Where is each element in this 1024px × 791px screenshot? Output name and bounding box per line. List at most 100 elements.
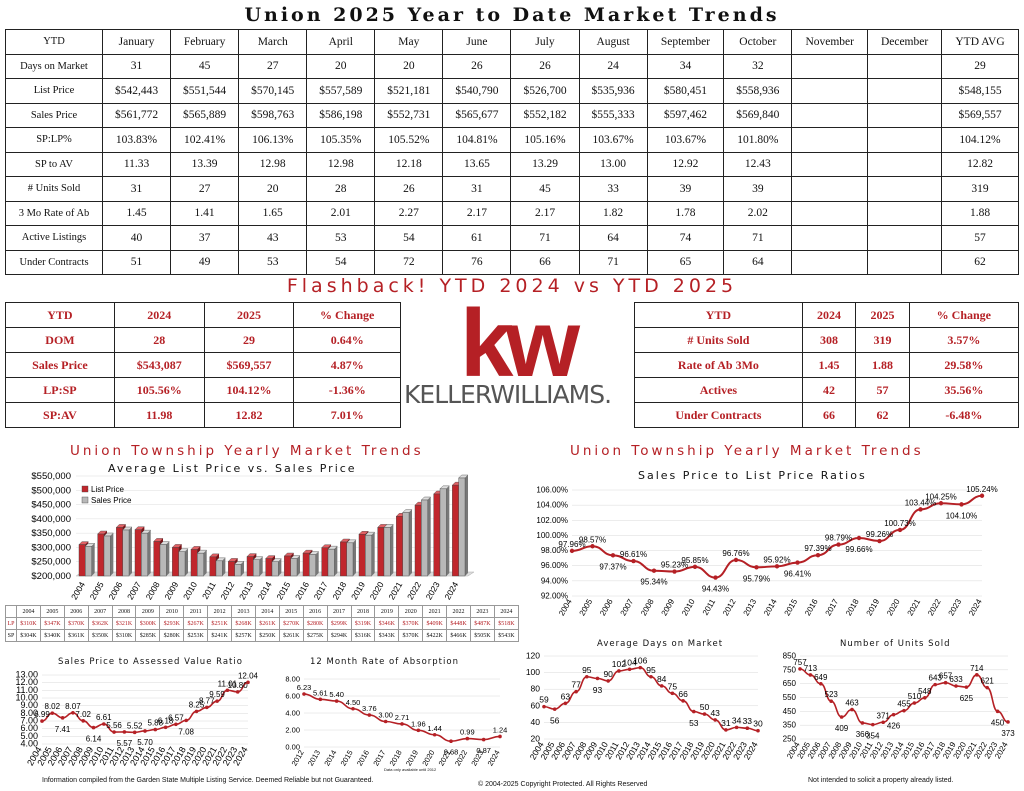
data-label: 7.41	[55, 725, 71, 734]
table-cell: 64	[723, 249, 793, 275]
data-label: 95	[582, 665, 592, 675]
y-tick-label: 92.00%	[541, 592, 568, 601]
lp-table-cell: $340K	[39, 629, 65, 642]
sales-price-bar	[458, 477, 466, 577]
data-point	[975, 673, 979, 677]
compare-row-label: Rate of Ab 3Mo	[634, 352, 803, 378]
table-cell: 53	[238, 249, 308, 275]
y-tick-label: 450	[783, 707, 797, 716]
compare-cell: 3.57%	[908, 327, 1020, 353]
row-label: List Price	[5, 78, 103, 104]
compare-cell: 12.82	[203, 402, 295, 428]
compare-row: Under Contracts 66 62 -6.48%	[634, 402, 1020, 428]
x-tick-label: 2015	[783, 597, 800, 617]
compare-row: SP:AV 11.98 12.82 7.01%	[5, 402, 401, 428]
y-tick-label: 750	[783, 665, 797, 674]
footer-copyright: © 2004-2025 Copyright Protected. All Rig…	[478, 781, 648, 788]
table-cell	[867, 151, 943, 177]
data-label: 643	[929, 674, 943, 683]
data-point	[610, 553, 616, 558]
bar-side	[259, 556, 263, 576]
table-cell: 31	[101, 53, 172, 79]
list-price-bar	[433, 493, 441, 577]
data-label: 5.52	[127, 721, 143, 730]
row-label: SP:LP%	[5, 127, 103, 153]
table-cell: 105.16%	[510, 127, 580, 153]
lp-table-cell: $293K	[159, 617, 185, 630]
data-point	[153, 727, 158, 732]
data-label: 1.44	[427, 724, 442, 733]
kw-monogram: kw	[460, 302, 580, 386]
table-cell: 12.98	[306, 151, 376, 177]
x-tick-label: 2021	[386, 580, 404, 602]
bar-side	[147, 530, 151, 576]
table-row: Sales Price $561,772 $565,889 $598,763 $586,…	[5, 102, 1019, 128]
data-label: 103.44%	[905, 498, 937, 507]
x-tick-label: 2013	[306, 749, 322, 768]
y-tick-label: 2.00	[285, 726, 300, 735]
table-cell: 65	[646, 249, 725, 275]
chart-title-sp-av: Sales Price to Assessed Value Ratio	[58, 657, 243, 667]
table-row: # Units Sold 31 27 20 28 26 31 45 33 39 39 319	[5, 176, 1019, 202]
data-point	[1006, 720, 1010, 724]
lp-table-year: 2013	[231, 605, 256, 618]
data-label: 97.37%	[599, 562, 626, 571]
table-cell: $561,772	[101, 102, 172, 128]
x-tick-label: 2021	[906, 597, 923, 617]
footer-source-note: Information compiled from the Garden Sta…	[42, 777, 374, 784]
data-point	[552, 707, 557, 711]
lp-table-year: 2024	[493, 605, 520, 618]
data-point	[563, 701, 568, 706]
table-cell: 54	[306, 249, 376, 275]
table-cell: 57	[941, 225, 1019, 251]
compare-row-label: SP:AV	[5, 402, 115, 428]
bar-side	[278, 558, 282, 576]
y-tick-label: 100.00%	[536, 531, 568, 540]
table-cell: 72	[374, 249, 444, 275]
x-tick-label: 2008	[639, 597, 656, 617]
table-cell	[791, 249, 869, 275]
y-tick-label: 0.00	[285, 743, 300, 752]
data-point	[205, 705, 209, 710]
compare-row-label: Sales Price	[5, 352, 115, 378]
compare-header-cell: YTD	[5, 302, 115, 328]
y-tick-label: 102.00%	[536, 516, 568, 525]
x-tick-label: 2014	[256, 580, 274, 602]
table-cell: 71	[578, 249, 648, 275]
data-point	[60, 716, 65, 720]
data-point	[400, 722, 404, 726]
data-point	[815, 552, 821, 558]
table-cell: $565,677	[442, 102, 512, 128]
data-point	[754, 565, 759, 570]
compare-cell: -6.48%	[908, 402, 1020, 428]
table-cell: 104.81%	[442, 127, 512, 153]
bar-side	[390, 524, 394, 576]
lp-table-cell: $257K	[231, 629, 256, 642]
x-tick-label: 2017	[312, 580, 330, 602]
data-point	[774, 564, 780, 569]
data-label: 649	[814, 673, 828, 682]
data-label: 77	[571, 680, 581, 690]
lp-table-cell: $280K	[159, 629, 185, 642]
absorption-line-chart: 8.006.004.002.000.006.2320125.6120135.40…	[285, 675, 507, 768]
data-point	[465, 736, 470, 741]
lp-table-row-label: SP	[4, 629, 18, 642]
compare-row: Sales Price $543,087 $569,557 4.87%	[5, 352, 401, 378]
data-point	[836, 542, 841, 547]
x-tick-label: 2017	[824, 597, 841, 617]
lp-table-cell: $350K	[87, 629, 113, 642]
lp-table-cell: $370K	[63, 617, 89, 630]
y-tick-label: 104.00%	[536, 501, 568, 510]
y-tick-label: 8.00	[20, 708, 38, 718]
x-tick-label: 2016	[293, 580, 311, 602]
sp-lp-line-chart: 106.00% 104.00% 102.00% 100.00% 98.00% 96.00%…	[536, 485, 997, 618]
table-cell: 26	[374, 176, 444, 202]
y-tick-label: 7.00	[20, 716, 38, 726]
data-label: 3.76	[362, 704, 377, 713]
data-label: 98.57%	[579, 535, 606, 544]
sales-price-bar	[309, 554, 316, 577]
avg-price-bar-chart: $550,000 $500,000 $450,000 $400,000 $350,000…	[31, 471, 475, 602]
row-label: Active Listings	[5, 225, 103, 251]
data-label: 426	[887, 722, 901, 731]
table-cell: 13.29	[510, 151, 580, 177]
